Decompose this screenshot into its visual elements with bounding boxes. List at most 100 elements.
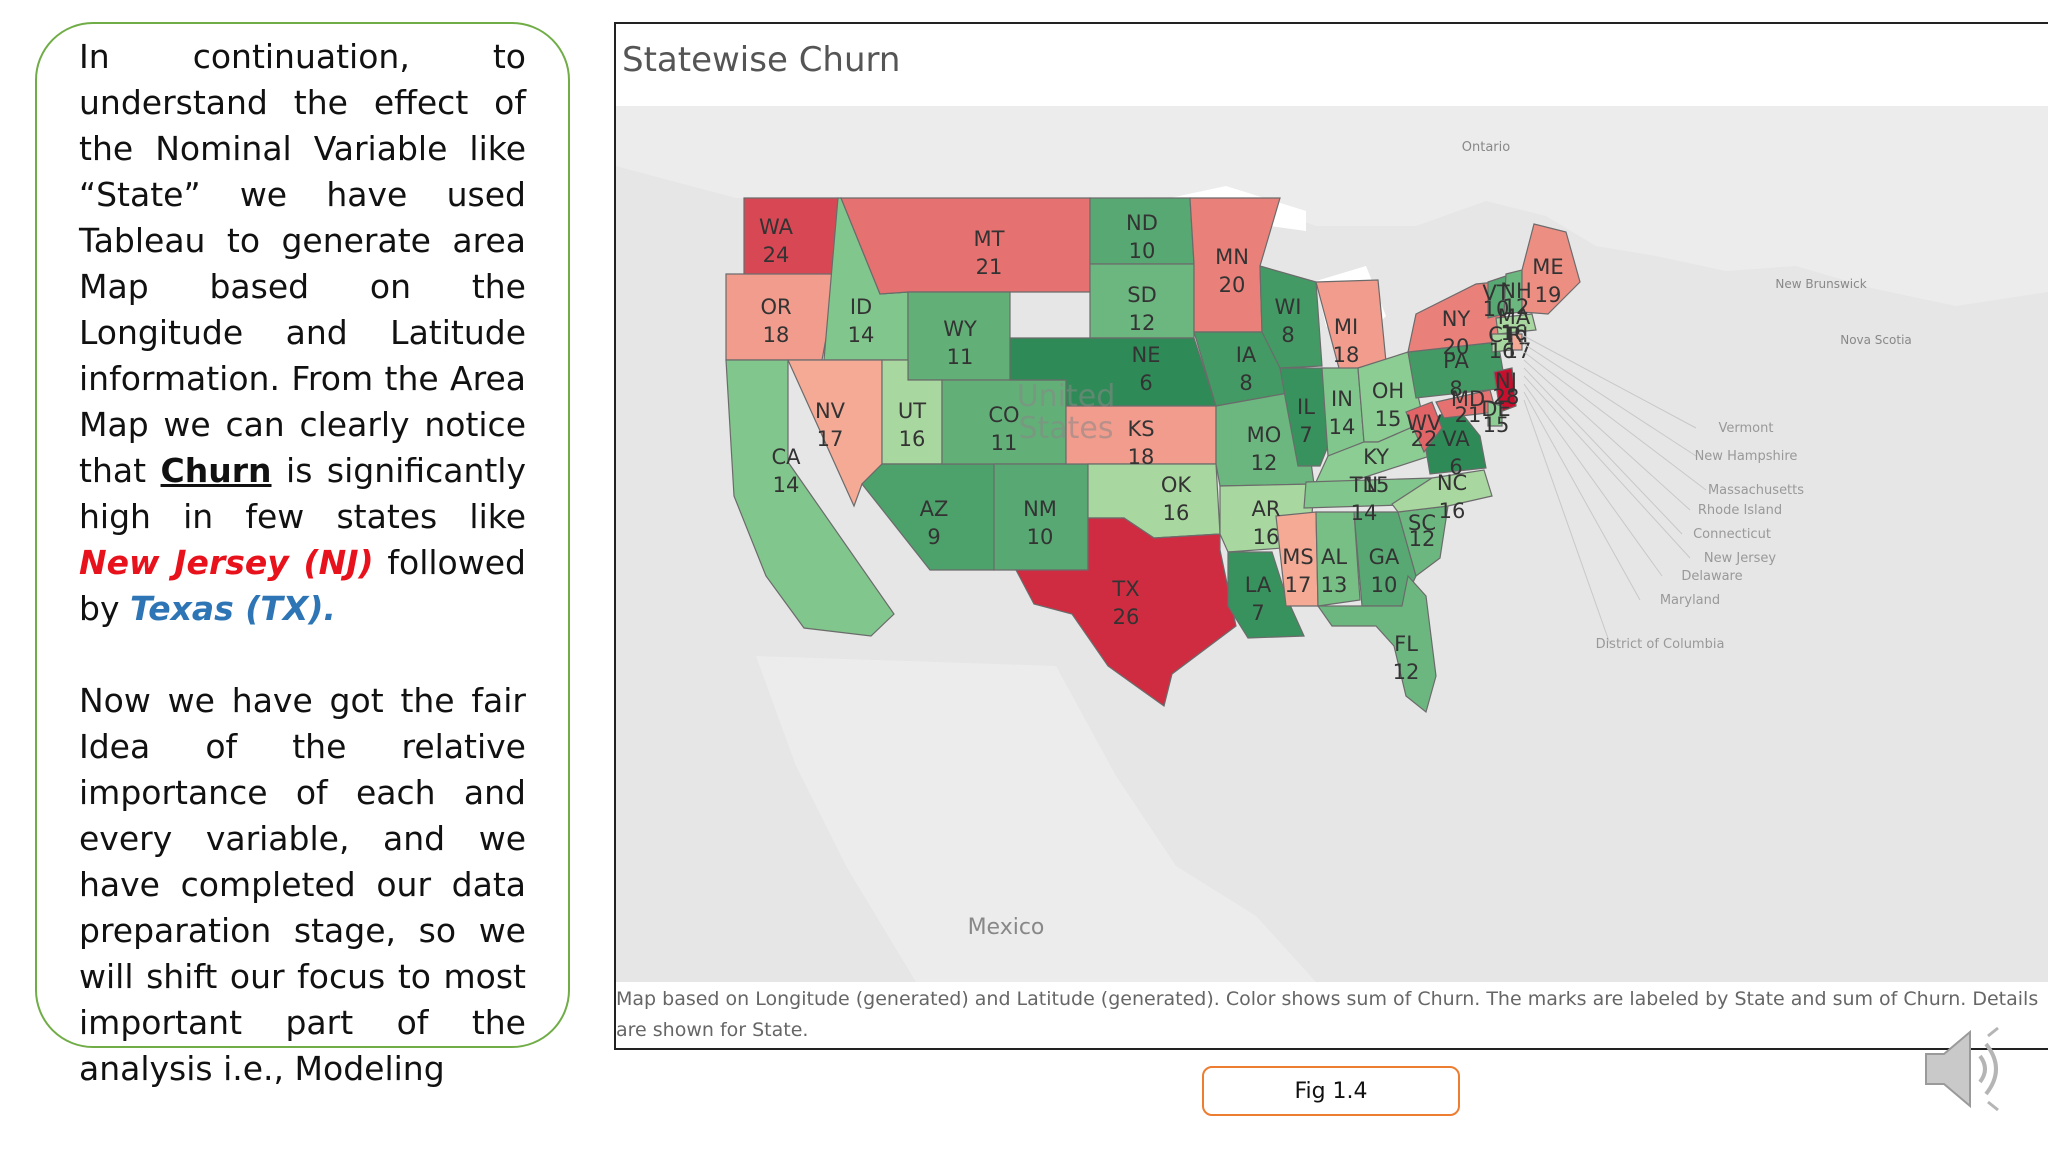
state-value-al: 13: [1321, 573, 1348, 597]
state-in[interactable]: [1321, 367, 1365, 457]
state-value-md: 21: [1455, 403, 1482, 427]
state-code-az: AZ: [920, 497, 949, 521]
state-al[interactable]: [1315, 511, 1361, 607]
nova-scotia-label: Nova Scotia: [1840, 333, 1912, 347]
state-code-ia: IA: [1236, 343, 1257, 367]
state-me[interactable]: [1521, 223, 1581, 315]
state-value-ks: 18: [1128, 445, 1155, 469]
state-wv[interactable]: [1405, 401, 1443, 454]
state-value-mo: 12: [1251, 451, 1278, 475]
state-code-nv: NV: [815, 399, 846, 423]
callout-vermont: Vermont: [1719, 421, 1774, 436]
callout-line: [1523, 399, 1611, 645]
canada-land: [616, 106, 2048, 306]
state-code-id: ID: [850, 295, 872, 319]
state-value-ms: 17: [1285, 573, 1312, 597]
state-code-oh: OH: [1372, 379, 1404, 403]
state-value-va: 6: [1449, 455, 1462, 479]
labels-layer: WA 24 OR 18 CA 14 ID 14 NV 17 MT 21 WY 11 UT 16 AZ 9 CO 11 N…: [759, 211, 1564, 684]
states-label: States: [1018, 411, 1113, 446]
callout-line: [1523, 351, 1707, 491]
state-code-mn: MN: [1215, 245, 1249, 269]
state-code-ky: KY: [1363, 445, 1389, 469]
new-brunswick-label: New Brunswick: [1775, 277, 1866, 291]
state-ca[interactable]: [725, 359, 895, 637]
united-label: United: [1017, 379, 1116, 414]
state-code-me: ME: [1532, 255, 1563, 279]
callout-maryland: Maryland: [1660, 593, 1720, 608]
paragraph-churn-analysis: In continuation, to understand the effec…: [79, 34, 526, 632]
state-fl[interactable]: [1316, 574, 1437, 714]
state-code-wy: WY: [943, 317, 977, 341]
state-value-ne: 6: [1139, 371, 1152, 395]
state-value-ut: 16: [899, 427, 926, 451]
states-layer: [725, 197, 1581, 714]
state-code-nc: NC: [1437, 471, 1467, 495]
churn-map: WA 24 OR 18 CA 14 ID 14 NV 17 MT 21 WY 11 UT 16 AZ 9 CO 11 N…: [616, 106, 2048, 982]
state-wi[interactable]: [1259, 265, 1323, 369]
ontario-label: Ontario: [1462, 140, 1510, 155]
state-value-mt: 21: [976, 255, 1003, 279]
state-code-la: LA: [1245, 573, 1272, 597]
state-value-vt: 10: [1483, 297, 1510, 321]
state-value-ct: 16: [1489, 339, 1516, 363]
churn-term: Churn: [160, 451, 272, 490]
state-tx[interactable]: [1015, 517, 1237, 708]
state-code-ny: NY: [1442, 307, 1471, 331]
state-value-wy: 11: [947, 345, 974, 369]
state-code-il: IL: [1297, 395, 1315, 419]
state-value-nm: 10: [1027, 525, 1054, 549]
state-code-mi: MI: [1334, 315, 1358, 339]
state-code-nj: NJ: [1495, 369, 1517, 393]
state-value-ny: 20: [1443, 335, 1470, 359]
callout-delaware: Delaware: [1681, 569, 1742, 584]
state-nj[interactable]: [1493, 367, 1517, 413]
state-code-fl: FL: [1394, 632, 1418, 656]
state-nc[interactable]: [1391, 469, 1493, 513]
state-value-ia: 8: [1239, 371, 1252, 395]
callout-rhode-island: Rhode Island: [1698, 503, 1782, 518]
mexico-land: [756, 656, 1316, 982]
callout-line: [1523, 375, 1691, 559]
callout-massachusetts: Massachusetts: [1708, 483, 1804, 498]
state-code-va: VA: [1442, 427, 1470, 451]
state-mt[interactable]: [840, 197, 1091, 295]
mexico-label: Mexico: [968, 915, 1045, 940]
state-value-ri: 17: [1505, 339, 1532, 363]
state-value-wi: 8: [1281, 323, 1294, 347]
state-value-or: 18: [763, 323, 790, 347]
callout-line: [1523, 343, 1697, 457]
state-code-ma: MA: [1498, 305, 1531, 329]
callout-line: [1523, 383, 1663, 577]
figure-label: Fig 1.4: [1202, 1066, 1460, 1116]
state-code-tx: TX: [1111, 577, 1139, 601]
para1-middle: is significantly high in few states like: [79, 451, 526, 536]
state-code-ut: UT: [898, 399, 926, 423]
state-value-me: 19: [1535, 283, 1562, 307]
state-code-ga: GA: [1369, 545, 1400, 569]
state-value-ga: 10: [1371, 573, 1398, 597]
state-code-wi: WI: [1275, 295, 1302, 319]
callout-connecticut: Connecticut: [1693, 527, 1771, 542]
state-value-co: 11: [991, 431, 1018, 455]
state-code-mo: MO: [1247, 423, 1282, 447]
state-code-de: DE: [1481, 397, 1510, 421]
state-value-fl: 12: [1393, 660, 1420, 684]
map-caption: Map based on Longitude (generated) and L…: [616, 988, 2039, 1041]
state-ri[interactable]: [1511, 333, 1523, 351]
state-code-ca: CA: [771, 445, 801, 469]
state-value-ky: 15: [1363, 473, 1390, 497]
callout-new-jersey: New Jersey: [1704, 551, 1776, 566]
state-ma[interactable]: [1495, 313, 1537, 335]
state-la[interactable]: [1227, 551, 1305, 639]
state-code-al: AL: [1321, 545, 1347, 569]
state-code-md: MD: [1451, 387, 1485, 411]
state-de[interactable]: [1487, 401, 1503, 427]
state-value-oh: 15: [1375, 407, 1402, 431]
state-value-tx: 26: [1113, 605, 1140, 629]
callout-line: [1523, 335, 1697, 429]
speaker-icon[interactable]: [1918, 1024, 2008, 1114]
state-value-id: 14: [848, 323, 875, 347]
state-value-nc: 16: [1439, 499, 1466, 523]
state-code-in: IN: [1331, 387, 1353, 411]
